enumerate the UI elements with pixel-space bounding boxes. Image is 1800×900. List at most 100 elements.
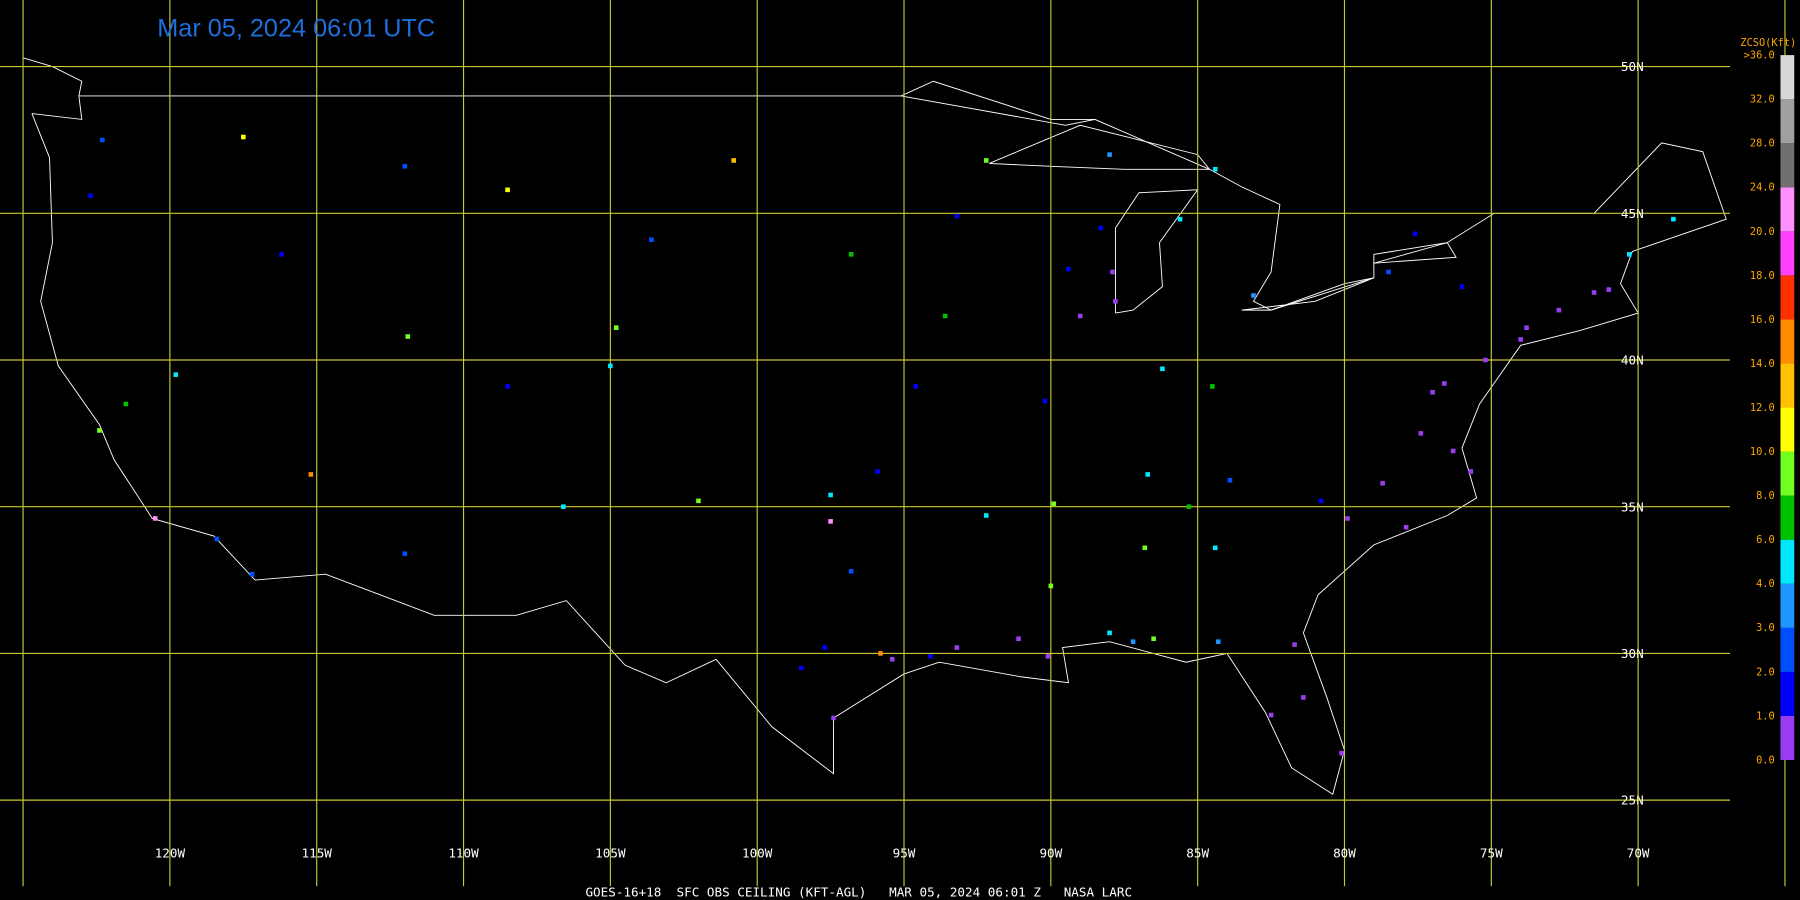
legend-swatch [1780, 495, 1795, 540]
station [983, 513, 989, 518]
legend: ZCSO(Kft) 0.0 1.0 2.0 3.0 4.0 6.0 8.0 10.0 12.0 14… [1740, 37, 1796, 766]
station [1318, 498, 1324, 504]
station [1151, 636, 1156, 642]
station [1215, 639, 1221, 644]
longitude-label: 100W [742, 846, 773, 861]
station [1212, 166, 1218, 172]
station [848, 568, 854, 574]
station [1098, 225, 1104, 231]
title: Mar 05, 2024 06:01 UTC [157, 15, 435, 43]
coastline [1241, 277, 1375, 311]
station [1077, 313, 1083, 319]
station [1145, 472, 1151, 477]
station [1468, 469, 1474, 474]
station [1442, 381, 1447, 386]
coastline [1114, 189, 1199, 314]
station [1048, 583, 1054, 589]
longitude-label: 75W [1480, 846, 1503, 861]
station [123, 401, 129, 407]
legend-label: 4.0 [1756, 578, 1775, 590]
station [828, 519, 833, 524]
station [1345, 516, 1350, 521]
station [1251, 293, 1256, 298]
station [97, 428, 102, 433]
station [1412, 231, 1418, 237]
longitude-label: 105W [595, 846, 626, 861]
legend-swatch [1780, 451, 1795, 496]
legend-label: 2.0 [1756, 666, 1775, 678]
latitude-label: 45N [1621, 206, 1644, 221]
longitude-label: 90W [1039, 846, 1062, 861]
station [1292, 642, 1297, 647]
station [1107, 152, 1112, 157]
station [613, 325, 619, 331]
station [1518, 337, 1523, 342]
legend-label: 18.0 [1750, 270, 1775, 282]
station [100, 137, 105, 143]
station [696, 498, 701, 504]
station [1110, 269, 1115, 275]
legend-swatch [1780, 407, 1795, 452]
station [889, 656, 895, 662]
station [173, 372, 179, 377]
station [649, 237, 654, 242]
station [1227, 478, 1233, 483]
station [1107, 630, 1112, 636]
station [1113, 299, 1118, 304]
legend-label: 24.0 [1750, 182, 1775, 194]
station [505, 384, 510, 389]
legend-swatch [1780, 583, 1795, 628]
station [402, 164, 408, 169]
legend-label: 3.0 [1756, 622, 1775, 634]
legend-swatch [1780, 55, 1795, 100]
coastline [31, 95, 1727, 795]
station [878, 651, 883, 656]
legend-swatch [1780, 539, 1795, 584]
station [822, 645, 828, 650]
legend-label: 32.0 [1750, 94, 1775, 106]
legend-label: 20.0 [1750, 226, 1775, 238]
legend-label: 6.0 [1756, 534, 1775, 546]
legend-swatch [1780, 187, 1795, 232]
station [928, 654, 933, 659]
station [954, 213, 960, 219]
station [1160, 366, 1165, 372]
station [1016, 636, 1021, 642]
station [1301, 695, 1306, 700]
station [1268, 712, 1274, 718]
legend-label: 1.0 [1756, 710, 1775, 722]
station [505, 187, 510, 193]
station [1591, 290, 1597, 295]
station [249, 571, 255, 577]
legend-swatch [1780, 231, 1795, 276]
coastline [900, 80, 1095, 120]
legend-label: 8.0 [1756, 490, 1775, 502]
station [1627, 252, 1632, 257]
latitude-label: 35N [1621, 499, 1644, 514]
station [1045, 654, 1051, 659]
longitude-label: 70W [1627, 846, 1650, 861]
station [152, 516, 158, 521]
station [1051, 501, 1057, 507]
station [875, 469, 880, 474]
legend-swatch [1780, 319, 1795, 364]
station [608, 363, 613, 369]
coastline [22, 57, 83, 97]
station [1066, 266, 1071, 272]
stations [88, 134, 1676, 756]
station [1130, 639, 1136, 644]
legend-swatch [1780, 627, 1795, 672]
station [405, 334, 411, 339]
footer: GOES-16+18 SFC OBS CEILING (KFT-AGL) MAR… [585, 885, 1132, 900]
graticule: 50N 45N 40N 35N 30N 25N 120W 115W 110W 105W 100W 95… [0, 0, 1786, 887]
station [1186, 504, 1192, 510]
station [214, 536, 220, 542]
station [848, 252, 854, 257]
longitude-label: 95W [893, 846, 916, 861]
station [1606, 287, 1612, 292]
station [1418, 431, 1424, 436]
longitude-label: 85W [1186, 846, 1209, 861]
longitude-label: 120W [155, 846, 186, 861]
